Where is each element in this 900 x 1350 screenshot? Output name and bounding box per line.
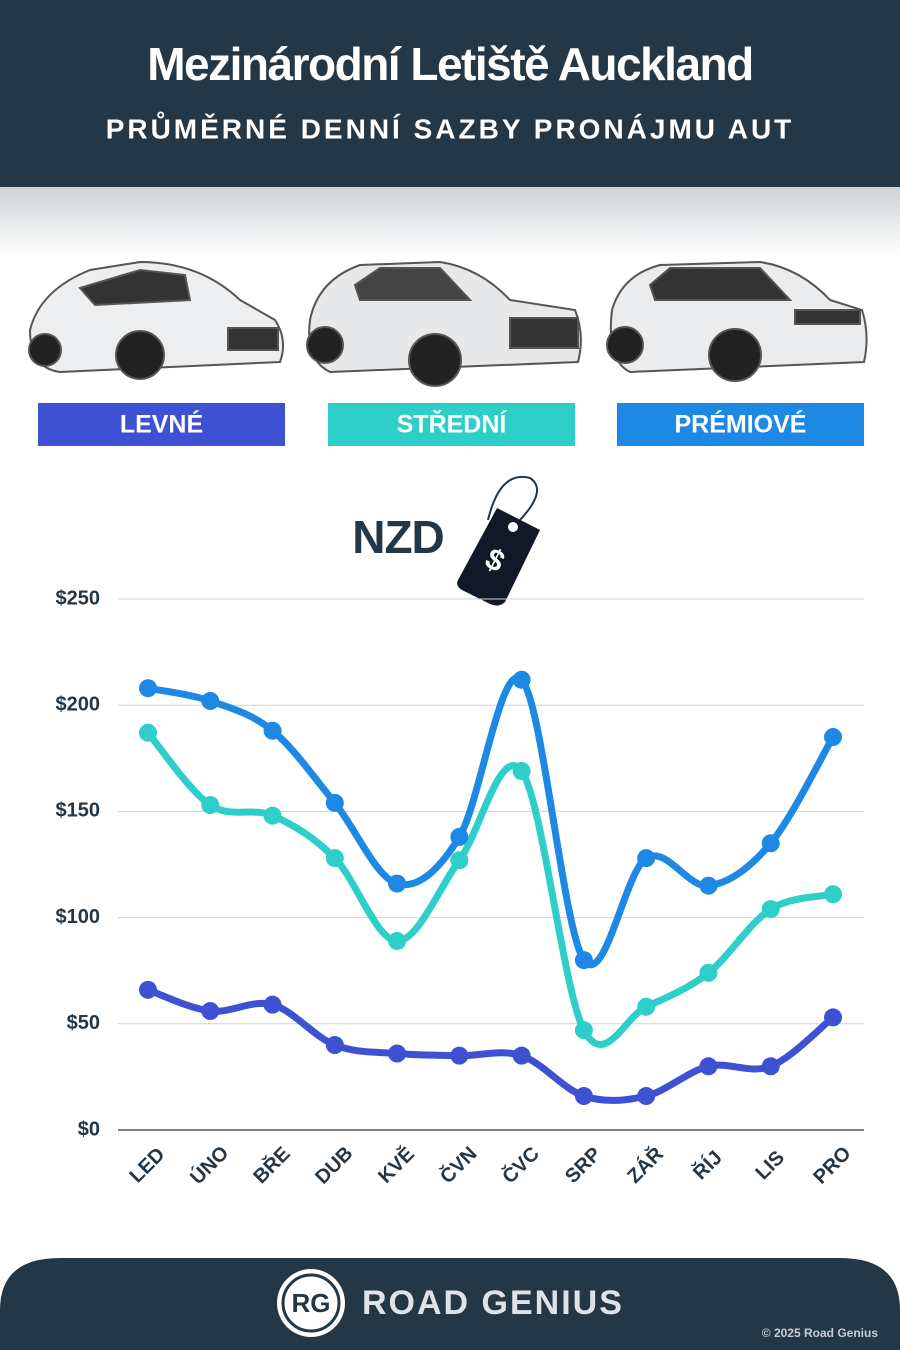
y-tick-label: $150 <box>56 800 101 822</box>
subtitle: PRŮMĚRNÉ DENNÍ SAZBY PRONÁJMU AUT <box>106 111 795 144</box>
car-premium <box>606 260 868 382</box>
data-point <box>388 931 407 950</box>
copyright: © 2025 Road Genius <box>762 1326 879 1340</box>
data-point <box>450 1046 469 1065</box>
data-point <box>325 1036 344 1055</box>
footer <box>0 1258 900 1350</box>
y-tick-label: $250 <box>56 587 101 609</box>
header <box>0 0 900 187</box>
data-point <box>824 885 842 904</box>
data-point <box>139 723 157 742</box>
y-tick-label: $200 <box>56 693 101 715</box>
data-point <box>201 691 220 710</box>
y-tick-label: $0 <box>78 1118 100 1140</box>
y-tick-label: $100 <box>56 906 101 928</box>
data-point <box>637 997 656 1016</box>
title: Mezinárodní Letiště Auckland <box>147 38 753 90</box>
data-point <box>325 793 344 812</box>
unit-label: NZD <box>352 511 444 563</box>
legend: LEVNÉ STŘEDNÍ PRÉMIOVÉ <box>38 403 864 446</box>
header-shadow <box>0 187 900 257</box>
y-tick-label: $50 <box>67 1012 100 1034</box>
data-point <box>637 1087 656 1106</box>
data-point <box>512 670 531 689</box>
car-midsize <box>306 260 582 387</box>
data-point <box>139 679 157 698</box>
data-point <box>325 849 344 868</box>
legend-label: STŘEDNÍ <box>397 409 508 439</box>
logo-ring <box>281 1273 341 1333</box>
brand: ROAD GENIUS <box>362 1284 624 1322</box>
data-point <box>761 1057 780 1076</box>
data-point <box>512 1046 531 1065</box>
data-point <box>139 980 157 999</box>
legend-label: LEVNÉ <box>120 410 203 439</box>
data-point <box>201 1002 220 1021</box>
data-point <box>699 963 718 982</box>
data-point <box>574 951 593 970</box>
data-point <box>761 900 780 919</box>
data-point <box>450 827 469 846</box>
series-line <box>144 986 837 1104</box>
legend-swatch <box>617 403 864 446</box>
data-point <box>824 728 842 747</box>
data-point <box>512 762 531 781</box>
car-economy <box>28 260 285 380</box>
legend-swatch <box>38 403 285 446</box>
data-point <box>263 995 282 1014</box>
data-point <box>450 851 469 870</box>
legend-label: PRÉMIOVÉ <box>675 410 807 439</box>
logo: RG <box>292 1288 331 1318</box>
data-point <box>263 721 282 740</box>
logo-circle <box>277 1269 345 1337</box>
legend-swatch <box>328 403 575 446</box>
price-tag: $ <box>457 475 540 606</box>
data-point <box>388 1044 407 1063</box>
data-point <box>761 834 780 853</box>
data-point <box>637 849 656 868</box>
data-point <box>388 874 407 893</box>
data-point <box>699 876 718 895</box>
data-point <box>263 806 282 825</box>
data-point <box>201 796 220 815</box>
data-point <box>699 1057 718 1076</box>
data-point <box>574 1087 593 1106</box>
data-point <box>574 1021 593 1040</box>
data-point <box>824 1008 842 1027</box>
